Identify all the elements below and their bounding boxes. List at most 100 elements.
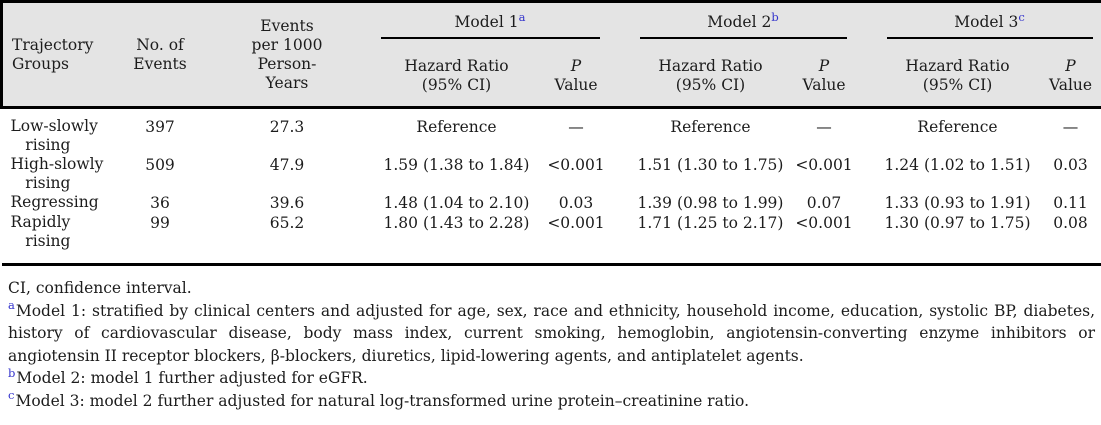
hazard-ratio-table: Trajectory Groups No. of Events Events p… (0, 0, 1101, 266)
header-model-2-p-value: P Value (791, 45, 857, 108)
column-spacer (610, 193, 630, 213)
header-model-3: Model 3c (876, 0, 1101, 46)
header-model-3-hazard-ratio: Hazard Ratio (95% CI) (876, 45, 1039, 108)
model-2-hr-cell: 1.51 (1.30 to 1.75) (637, 156, 784, 174)
value-label: Value (1048, 75, 1093, 94)
header-model-2-hazard-ratio: Hazard Ratio (95% CI) (629, 45, 792, 108)
model-2-hr-cell: 1.71 (1.25 to 2.17) (629, 213, 792, 266)
table-row-low-slowly-rising: Low-slowly rising 397 27.3 Reference — R… (1, 106, 1101, 155)
footnote-model-1-text: Model 1: stratified by clinical centers … (8, 301, 1095, 365)
column-spacer (856, 213, 877, 266)
model-1-p-cell: — (542, 106, 610, 155)
model-1-hr-cell: 1.48 (1.04 to 2.10) (383, 194, 530, 212)
header-events-per-1000: Events per 1000 Person- Years (203, 0, 371, 108)
header-no-of-events: No. of Events (116, 0, 204, 108)
model-3-hr-cell: Reference (876, 106, 1039, 155)
footnote-model-1: aModel 1: stratified by clinical centers… (8, 300, 1095, 368)
footnote-a-marker: a (8, 298, 15, 313)
model-1-hr-cell: Reference (370, 106, 543, 155)
group-label: Rapidly rising (10, 213, 71, 250)
footnote-ci-text: CI, confidence interval. (8, 279, 192, 297)
model-2-p-cell: <0.001 (791, 213, 857, 266)
value-label: Value (554, 75, 598, 94)
hazard-ratio-label: Hazard Ratio (95% CI) (404, 56, 509, 94)
model-3-label: Model 3 (954, 13, 1019, 31)
footnote-model-3-text: Model 3: model 2 further adjusted for na… (15, 391, 750, 410)
model-1-label: Model 1 (454, 13, 519, 31)
table-body: Low-slowly rising 397 27.3 Reference — R… (1, 106, 1101, 266)
model-3-p-cell: — (1038, 106, 1101, 155)
table-row-high-slowly-rising: High-slowly rising 509 47.9 1.59 (1.38 t… (2, 155, 1101, 193)
group-label: Regressing (10, 193, 99, 211)
model-3-hr-cell: 1.24 (1.02 to 1.51) (884, 156, 1031, 174)
column-spacer (856, 106, 877, 155)
rate-cell: 47.9 (269, 156, 305, 174)
events-cell: 397 (116, 106, 204, 155)
events-cell: 509 (145, 156, 175, 174)
header-trajectory-groups: Trajectory Groups (0, 0, 117, 108)
rate-cell: 27.3 (203, 106, 371, 155)
model-2-hr-cell: Reference (629, 106, 792, 155)
model-1-p-cell: <0.001 (542, 213, 610, 266)
p-label: P (1065, 56, 1076, 75)
column-spacer (856, 0, 877, 108)
p-label: P (818, 56, 830, 75)
header-no-of-events-label: No. of Events (133, 35, 187, 73)
model-3-p-cell: 0.11 (1053, 194, 1088, 212)
table-header: Trajectory Groups No. of Events Events p… (0, 0, 1101, 108)
model-1-superscript: a (518, 9, 526, 24)
header-model-2: Model 2b (629, 0, 857, 46)
group-label: Low-slowly rising (10, 117, 98, 154)
value-label: Value (802, 75, 846, 94)
model-2-p-cell: <0.001 (795, 156, 853, 174)
hazard-ratio-label: Hazard Ratio (95% CI) (658, 56, 763, 94)
footnotes: CI, confidence interval. aModel 1: strat… (0, 266, 1101, 412)
model-2-p-cell: — (791, 106, 857, 155)
model-2-hr-cell: 1.39 (0.98 to 1.99) (637, 194, 784, 212)
model-1-hr-cell: 1.80 (1.43 to 2.28) (370, 213, 543, 266)
footnote-model-2: bModel 2: model 1 further adjusted for e… (8, 367, 1095, 390)
footnote-model-2-text: Model 2: model 1 further adjusted for eG… (16, 369, 368, 387)
p-label: P (570, 56, 582, 75)
column-spacer (609, 213, 630, 266)
header-model-1-hazard-ratio: Hazard Ratio (95% CI) (370, 45, 543, 108)
rate-cell: 65.2 (203, 213, 371, 266)
column-spacer (610, 155, 630, 193)
header-trajectory-groups-label: Trajectory Groups (12, 35, 94, 73)
events-cell: 36 (150, 194, 170, 212)
footnote-c-marker: c (8, 388, 15, 403)
hazard-ratio-label: Hazard Ratio (95% CI) (905, 56, 1010, 94)
column-spacer (857, 155, 877, 193)
column-spacer (857, 193, 877, 213)
model-1-p-cell: <0.001 (547, 156, 605, 174)
table-row-regressing: Regressing 36 39.6 1.48 (1.04 to 2.10) 0… (2, 193, 1101, 213)
model-1-group-rule: Model 1a (380, 3, 600, 39)
header-model-1: Model 1a (370, 0, 610, 46)
model-2-group-rule: Model 2b (639, 3, 847, 39)
column-spacer (609, 106, 630, 155)
header-events-per-1000-label: Events per 1000 Person- Years (251, 16, 323, 92)
model-2-superscript: b (771, 9, 779, 24)
model-3-group-rule: Model 3c (886, 3, 1093, 39)
model-3-superscript: c (1018, 9, 1025, 24)
column-spacer (609, 0, 630, 108)
group-label: High-slowly rising (10, 155, 104, 192)
model-2-p-cell: 0.07 (806, 194, 842, 212)
group-cell: High-slowly rising (2, 155, 117, 193)
footnote-model-3: cModel 3: model 2 further adjusted for n… (8, 390, 1095, 413)
events-cell: 99 (116, 213, 204, 266)
table-row-rapidly-rising: Rapidly rising 99 65.2 1.80 (1.43 to 2.2… (1, 213, 1101, 266)
model-3-p-cell: 0.03 (1053, 156, 1088, 174)
header-model-3-p-value: P Value (1038, 45, 1101, 108)
model-1-hr-cell: 1.59 (1.38 to 1.84) (383, 156, 530, 174)
group-cell: Rapidly rising (1, 213, 117, 266)
group-cell: Low-slowly rising (1, 106, 117, 155)
footnote-b-marker: b (8, 365, 16, 380)
rate-cell: 39.6 (269, 194, 305, 212)
model-2-label: Model 2 (707, 13, 772, 31)
group-cell: Regressing (2, 193, 117, 213)
model-3-hr-cell: 1.30 (0.97 to 1.75) (876, 213, 1039, 266)
model-1-p-cell: 0.03 (558, 194, 594, 212)
model-3-hr-cell: 1.33 (0.93 to 1.91) (884, 194, 1031, 212)
